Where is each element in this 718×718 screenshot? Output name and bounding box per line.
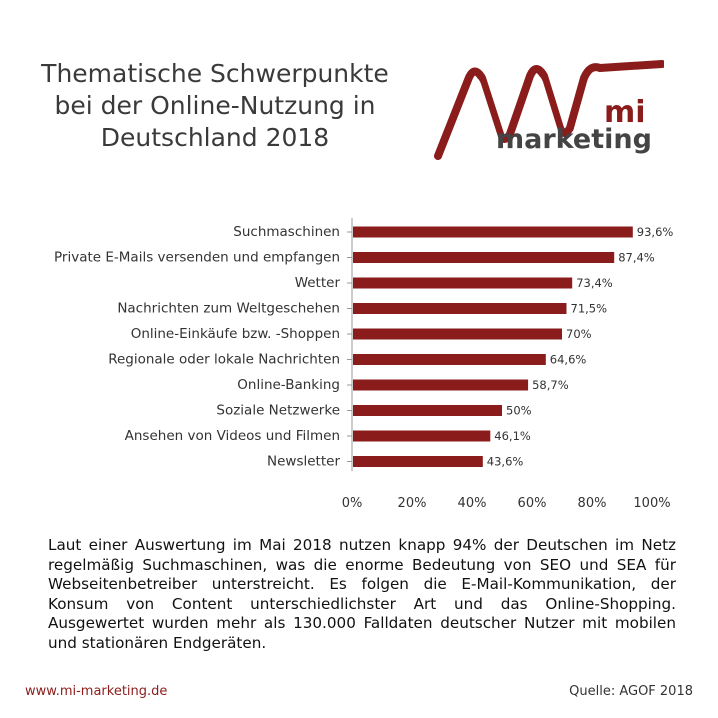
value-label: 73,4% — [576, 276, 613, 290]
title-line-3: Deutschland 2018 — [100, 123, 330, 152]
value-label: 58,7% — [532, 378, 569, 392]
bar — [353, 303, 567, 314]
bar-chart: Suchmaschinen 93,6% Private E-Mails versen… — [54, 218, 674, 510]
category-label: Regionale oder lokale Nachrichten — [108, 352, 340, 368]
bar — [353, 226, 633, 238]
x-tick-label: 0% — [342, 496, 363, 510]
bar — [353, 277, 573, 289]
x-tick-label: 40% — [458, 496, 487, 510]
bar — [353, 456, 483, 467]
value-label: 46,1% — [494, 429, 531, 443]
category-label: Private E-Mails versenden und empfangen — [54, 250, 340, 266]
category-label: Online-Banking — [237, 377, 340, 393]
category-label: Soziale Netzwerke — [216, 403, 340, 419]
bar — [353, 405, 502, 416]
description-text: Laut einer Auswertung im Mai 2018 nutzen… — [48, 536, 676, 652]
title-line-1: Thematische Schwerpunkte — [41, 59, 389, 88]
logo-mark-text: mi — [604, 95, 646, 130]
source-note: Quelle: AGOF 2018 — [569, 684, 693, 699]
mi-logo-swoosh-icon — [434, 60, 664, 160]
bar — [353, 328, 562, 340]
x-tick-label: 80% — [578, 496, 607, 510]
x-tick-label: 100% — [633, 496, 670, 510]
bar — [353, 354, 546, 365]
category-label: Newsletter — [267, 454, 340, 470]
value-label: 64,6% — [550, 353, 587, 367]
value-label: 93,6% — [637, 225, 674, 239]
website-link[interactable]: www.mi-marketing.de — [25, 684, 168, 699]
page-title: Thematische Schwerpunkte bei der Online-… — [20, 58, 410, 154]
value-label: 70% — [566, 327, 592, 341]
value-label: 71,5% — [571, 302, 608, 316]
category-label: Wetter — [295, 275, 341, 291]
x-tick-label: 60% — [518, 496, 547, 510]
value-label: 50% — [506, 404, 532, 418]
category-label: Ansehen von Videos und Filmen — [125, 428, 340, 444]
category-label: Online-Einkäufe bzw. -Shoppen — [131, 326, 340, 342]
value-label: 43,6% — [487, 455, 524, 469]
title-line-2: bei der Online-Nutzung in — [54, 91, 376, 120]
bar — [353, 252, 615, 263]
mi-marketing-logo: mi marketing — [434, 60, 664, 160]
logo-word-text: marketing — [496, 124, 652, 155]
bar — [353, 379, 529, 391]
category-label: Nachrichten zum Weltgeschehen — [117, 301, 340, 317]
value-label: 87,4% — [618, 251, 655, 265]
x-tick-label: 20% — [398, 496, 427, 510]
category-label: Suchmaschinen — [233, 224, 340, 240]
bar — [353, 430, 491, 442]
